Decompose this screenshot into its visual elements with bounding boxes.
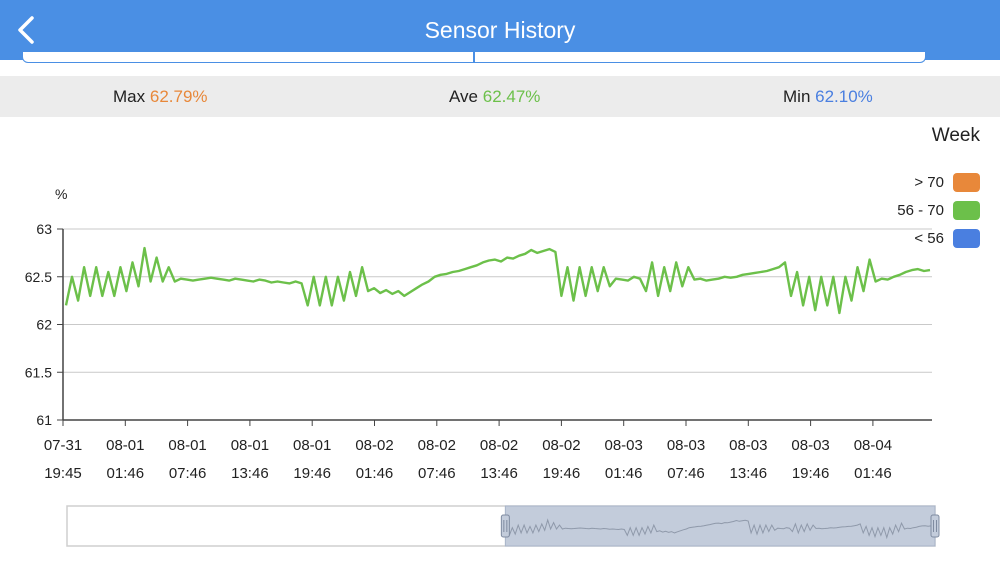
legend: > 70 56 - 70 < 56 — [840, 172, 980, 256]
x-tick-label-time: 13:46 — [480, 465, 518, 482]
x-tick-label-date: 08-04 — [854, 437, 892, 454]
y-tick-label: 62.5 — [25, 269, 52, 285]
chevron-left-icon — [18, 16, 34, 44]
y-tick-label: 62 — [36, 317, 52, 333]
stat-ave: Ave 62.47% — [449, 76, 540, 117]
x-tick-label-time: 01:46 — [605, 465, 643, 482]
x-tick-label-date: 08-03 — [791, 437, 829, 454]
x-tick-label-time: 01:46 — [107, 465, 145, 482]
navigator-handle-right[interactable] — [930, 514, 940, 538]
x-tick-label-date: 08-01 — [293, 437, 331, 454]
app-header: Sensor History — [0, 0, 1000, 60]
stats-bar: Max 62.79% Ave 62.47% Min 62.10% — [0, 76, 1000, 117]
x-tick-label-time: 01:46 — [356, 465, 394, 482]
period-tab-strip[interactable] — [22, 52, 926, 63]
back-button[interactable] — [8, 10, 48, 50]
x-tick-label-date: 08-02 — [542, 437, 580, 454]
x-tick-label-time: 07:46 — [667, 465, 705, 482]
stat-max-label: Max — [113, 87, 146, 106]
navigator-handle-left[interactable] — [500, 514, 510, 538]
x-tick-label-time: 13:46 — [231, 465, 269, 482]
x-tick-label-time: 07:46 — [169, 465, 207, 482]
legend-label-high: > 70 — [914, 174, 944, 191]
x-tick-label-time: 19:45 — [44, 465, 82, 482]
y-tick-label: 61.5 — [25, 364, 52, 380]
x-tick-label-time: 07:46 — [418, 465, 456, 482]
stat-min-value: 62.10% — [815, 87, 873, 106]
x-tick-label-date: 07-31 — [44, 437, 82, 454]
stat-min: Min 62.10% — [783, 76, 873, 117]
legend-item-high: > 70 — [840, 172, 980, 200]
stat-ave-value: 62.47% — [482, 87, 541, 106]
y-tick-label: 63 — [36, 221, 52, 237]
stat-max: Max 62.79% — [113, 76, 208, 117]
x-tick-label-time: 19:46 — [543, 465, 581, 482]
legend-swatch-normal — [953, 201, 980, 220]
x-tick-label-date: 08-02 — [418, 437, 456, 454]
stat-ave-label: Ave — [449, 87, 478, 106]
x-tick-label-date: 08-03 — [667, 437, 705, 454]
y-axis-unit-label: % — [55, 186, 68, 202]
y-tick-label: 61 — [36, 412, 52, 428]
legend-swatch-low — [953, 229, 980, 248]
x-tick-label-time: 19:46 — [792, 465, 830, 482]
x-tick-label-date: 08-03 — [605, 437, 643, 454]
legend-item-low: < 56 — [840, 228, 980, 256]
x-tick-label-date: 08-03 — [729, 437, 767, 454]
tab-divider — [473, 52, 475, 62]
stat-max-value: 62.79% — [149, 87, 208, 106]
x-tick-label-time: 13:46 — [730, 465, 768, 482]
stat-min-label: Min — [783, 87, 811, 106]
x-tick-label-date: 08-02 — [355, 437, 393, 454]
x-tick-label-time: 01:46 — [854, 465, 892, 482]
x-tick-label-time: 19:46 — [293, 465, 331, 482]
legend-swatch-high — [953, 173, 980, 192]
x-tick-label-date: 08-01 — [106, 437, 144, 454]
range-label[interactable]: Week — [931, 125, 980, 146]
navigator-window — [504, 505, 936, 547]
legend-label-normal: 56 - 70 — [897, 202, 944, 219]
x-tick-label-date: 08-01 — [168, 437, 206, 454]
legend-label-low: < 56 — [914, 230, 944, 247]
legend-item-normal: 56 - 70 — [840, 200, 980, 228]
page-title: Sensor History — [424, 17, 576, 43]
x-tick-label-date: 08-01 — [231, 437, 269, 454]
series-line — [64, 246, 931, 315]
navigator-preview-line — [508, 518, 932, 540]
x-tick-label-date: 08-02 — [480, 437, 518, 454]
